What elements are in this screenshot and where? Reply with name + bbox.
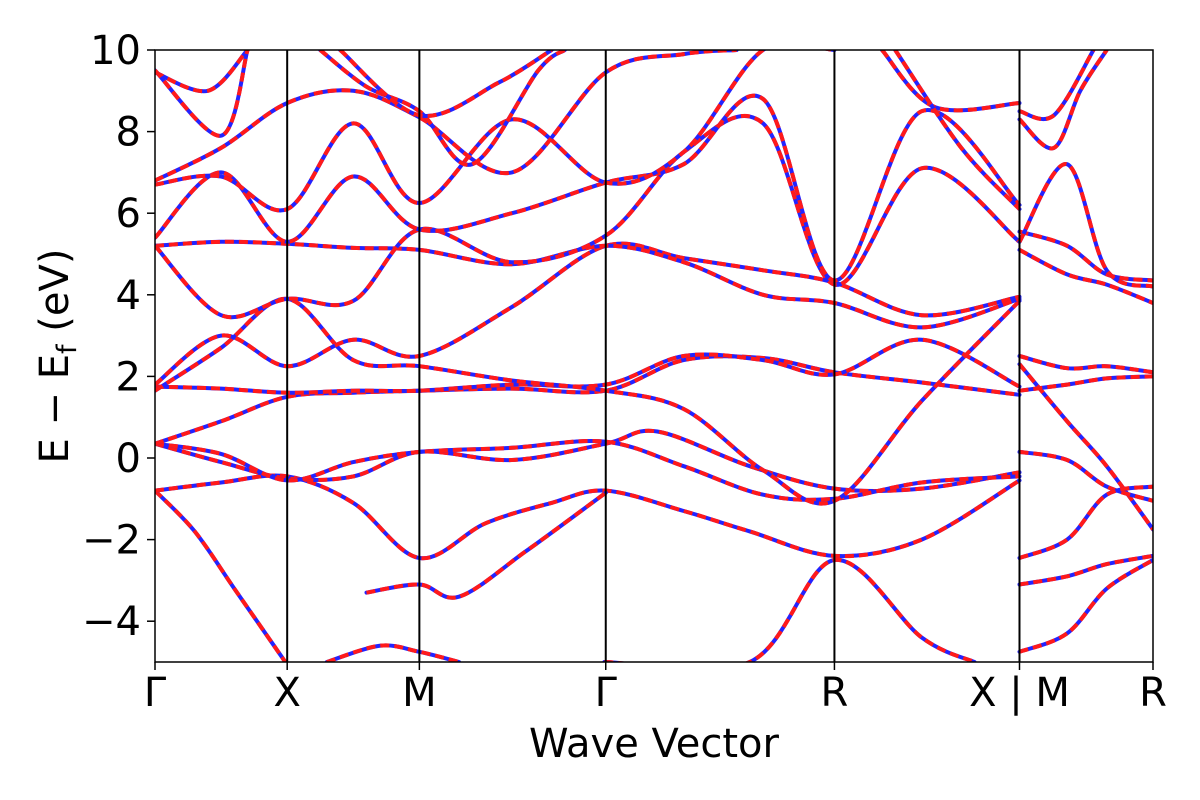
y-tick-label: 8 [116, 110, 141, 156]
high-symmetry-lines [286, 50, 1021, 662]
band-17-red [338, 50, 553, 118]
band-26-red [1017, 162, 1153, 289]
band-10-red [155, 114, 1021, 320]
y-tick-label: 10 [90, 28, 141, 74]
x-tick-label: M [402, 670, 437, 716]
y-tick-label: 0 [116, 436, 141, 482]
y-axis-label-sub: f [52, 343, 83, 354]
band-22-red [366, 491, 607, 600]
y-axis-ticks: −4 −2 0 2 4 6 8 10 [82, 28, 155, 645]
x-tick-label: X | M [969, 670, 1070, 716]
y-tick-label: 2 [116, 354, 141, 400]
plot-frame [154, 49, 1154, 663]
band-23-red [1018, 50, 1109, 151]
y-axis-label-main: E − E [32, 354, 78, 464]
x-tick-label: R [1139, 670, 1167, 716]
band-8-red [155, 241, 1020, 387]
band-21-red [326, 643, 460, 662]
band-1-red [155, 489, 288, 662]
x-tick-label: X [273, 670, 300, 716]
band-16-red [318, 50, 567, 167]
band-4-red [155, 438, 1020, 502]
y-axis-label-unit: (eV) [32, 249, 78, 345]
band-32-red [1018, 484, 1153, 560]
band-24-red [1018, 50, 1096, 122]
y-tick-label: 6 [116, 191, 141, 237]
band-33-red [1019, 553, 1153, 587]
band-14-red [155, 50, 250, 94]
y-tick-label: −4 [82, 599, 141, 645]
y-axis-label: E − Ef (eV) [32, 249, 83, 464]
band-28-red [1018, 354, 1153, 375]
band-25-red [1018, 229, 1153, 283]
band-30-red [1019, 374, 1153, 393]
band-15-red [155, 50, 250, 138]
band-20-red [604, 557, 976, 662]
band-34-red [1018, 558, 1153, 654]
x-tick-label: Γ [144, 670, 167, 716]
band-19-red [893, 50, 1021, 211]
y-tick-label: −2 [82, 518, 141, 564]
y-tick-label: 4 [116, 273, 141, 319]
x-axis-ticks: Γ X M Γ R X | M R [144, 662, 1167, 716]
x-tick-label: Γ [595, 670, 618, 716]
x-tick-label: R [821, 670, 849, 716]
x-axis-label: Wave Vector [529, 721, 780, 767]
band-31-red [1019, 449, 1153, 503]
band-27-red [1018, 248, 1153, 305]
